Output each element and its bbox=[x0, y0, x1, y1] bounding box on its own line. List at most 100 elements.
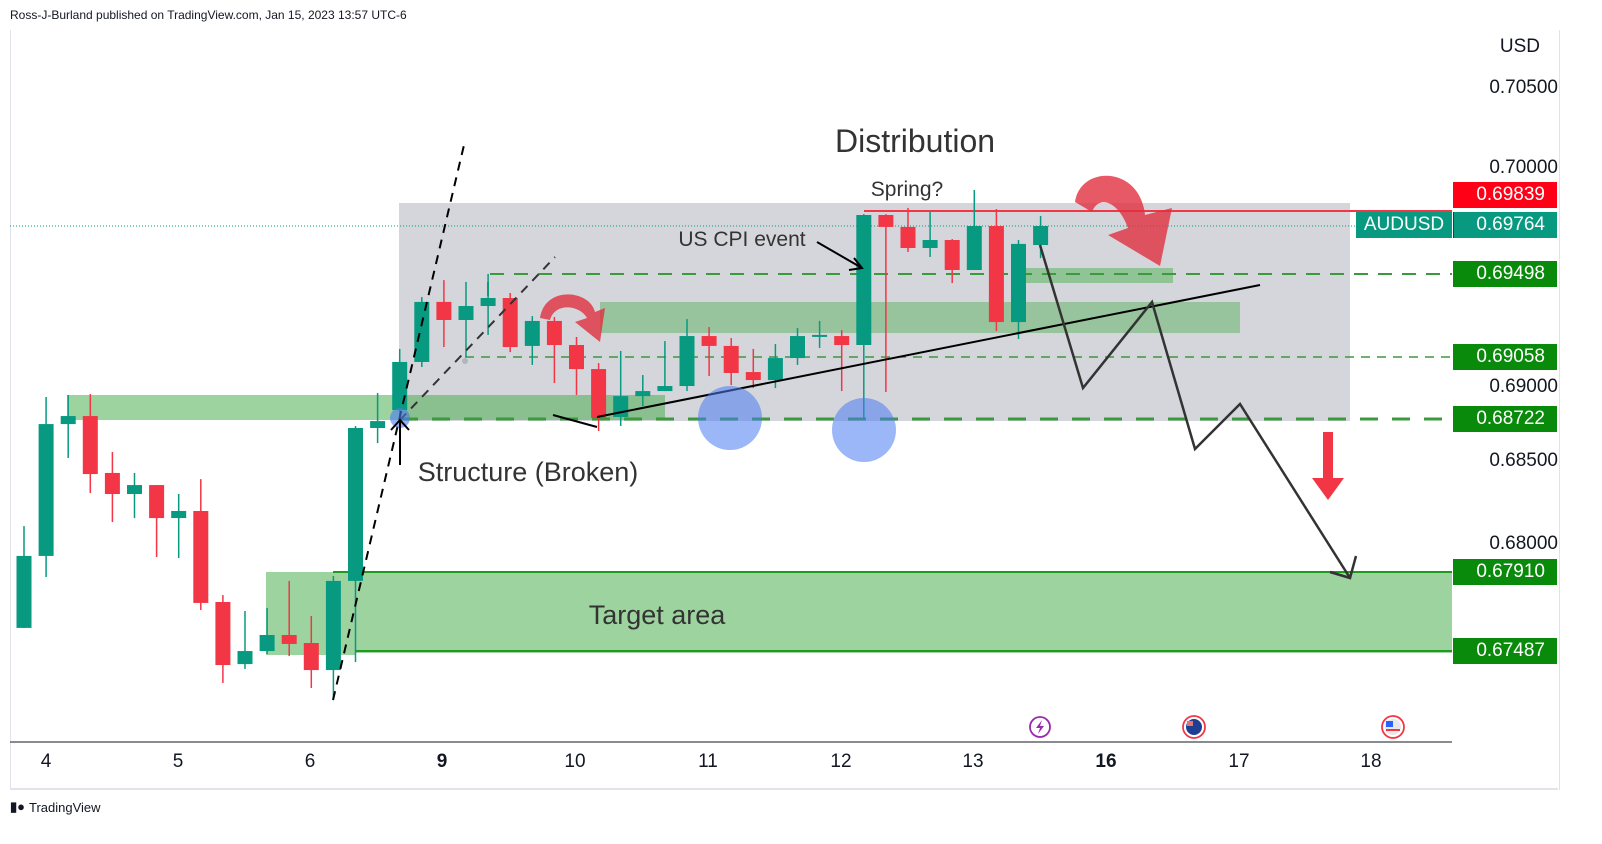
candle-up bbox=[16, 555, 32, 628]
candle-up bbox=[348, 427, 363, 581]
cpi-label: US CPI event bbox=[678, 228, 805, 251]
last-price-tag: 0.69764 bbox=[1453, 212, 1557, 238]
tv-logo-icon: ▮● bbox=[10, 799, 26, 814]
x-tick-label: 12 bbox=[830, 751, 852, 772]
target-zone bbox=[355, 572, 1452, 653]
candle-down bbox=[502, 297, 518, 348]
candle-up bbox=[812, 334, 828, 337]
down-arrow-icon bbox=[1312, 432, 1344, 500]
level-tag: 0.69058 bbox=[1453, 344, 1557, 370]
candle-down bbox=[104, 472, 120, 495]
candle-down bbox=[281, 635, 297, 644]
support-zone-left bbox=[67, 395, 665, 420]
projection-arrowhead bbox=[1329, 555, 1358, 580]
candle-up bbox=[524, 320, 540, 346]
candle-down bbox=[193, 510, 209, 603]
candle-down bbox=[723, 345, 739, 373]
marker-circle bbox=[832, 398, 896, 462]
x-tick-label: 18 bbox=[1360, 751, 1382, 772]
candle-up bbox=[38, 424, 54, 556]
symbol-tag: AUDUSD bbox=[1356, 212, 1452, 238]
tv-logo-text: TradingView bbox=[29, 799, 101, 815]
candle-down bbox=[878, 215, 894, 227]
y-tick-label: 0.68500 bbox=[1489, 450, 1558, 471]
curved-arrow-icon bbox=[1075, 175, 1172, 266]
candle-down bbox=[988, 226, 1004, 323]
x-tick-label: 16 bbox=[1095, 751, 1117, 772]
candle-up bbox=[1011, 243, 1026, 323]
candle-up bbox=[414, 301, 430, 362]
candle-down bbox=[82, 416, 98, 475]
candle-up bbox=[392, 361, 408, 411]
lightning-event-icon[interactable] bbox=[1029, 716, 1051, 738]
spring-label: Spring? bbox=[871, 178, 943, 201]
x-tick-label: 11 bbox=[698, 751, 718, 772]
candle-up bbox=[922, 239, 938, 249]
currency-label: USD bbox=[1499, 36, 1540, 57]
chart-frame bbox=[10, 30, 1560, 790]
candle-up bbox=[171, 510, 187, 519]
x-tick-label: 9 bbox=[436, 751, 448, 772]
distribution-label: Distribution bbox=[835, 123, 995, 159]
marker-circle bbox=[390, 408, 410, 428]
low-arrow bbox=[552, 414, 598, 428]
candle-down bbox=[436, 301, 452, 321]
candle-down bbox=[900, 226, 916, 249]
candle-down bbox=[591, 369, 607, 418]
cpi-arrowhead bbox=[848, 257, 864, 271]
y-tick-label: 0.69000 bbox=[1489, 376, 1558, 397]
publisher-header: Ross-J-Burland published on TradingView.… bbox=[10, 8, 407, 22]
dashed-trend-shallow bbox=[399, 256, 556, 421]
level-tag: 0.68722 bbox=[1453, 406, 1557, 432]
level-tag: 0.69498 bbox=[1453, 261, 1557, 287]
candle-up bbox=[679, 336, 695, 387]
candle-down bbox=[149, 485, 165, 519]
candle-up bbox=[1033, 226, 1049, 246]
candle-up bbox=[790, 336, 805, 359]
candle-down bbox=[215, 601, 231, 666]
candle-down bbox=[546, 320, 562, 345]
target-bottom-tag: 0.67487 bbox=[1453, 638, 1557, 664]
target-label: Target area bbox=[589, 600, 727, 630]
candle-up bbox=[966, 226, 982, 271]
x-tick-label: 17 bbox=[1228, 751, 1250, 772]
y-tick-label: 0.68000 bbox=[1489, 533, 1558, 554]
zone-small bbox=[1020, 268, 1173, 283]
candle-down bbox=[303, 643, 319, 671]
candle-up bbox=[370, 421, 386, 428]
x-tick-label: 4 bbox=[40, 751, 52, 772]
candle-down bbox=[745, 372, 761, 381]
candle-up bbox=[480, 297, 496, 307]
candle-up bbox=[237, 651, 253, 665]
target-top-tag: 0.67910 bbox=[1453, 559, 1557, 585]
cpi-arrow bbox=[816, 241, 863, 269]
target-zone-left bbox=[266, 572, 355, 655]
marker-circle bbox=[698, 386, 762, 450]
tradingview-logo[interactable]: ▮● TradingView bbox=[10, 799, 101, 815]
candle-down bbox=[701, 336, 717, 346]
structure-label: Structure (Broken) bbox=[418, 457, 639, 487]
x-tick-label: 10 bbox=[564, 751, 586, 772]
x-tick-label: 6 bbox=[304, 751, 316, 772]
candle-up bbox=[458, 306, 474, 321]
x-tick-label: 5 bbox=[172, 751, 184, 772]
range-box bbox=[399, 203, 1350, 421]
high-price-tag: 0.69839 bbox=[1453, 182, 1557, 208]
y-tick-label: 0.70500 bbox=[1489, 77, 1558, 98]
candles-group bbox=[16, 190, 1049, 701]
au-flag-event-icon[interactable] bbox=[1182, 715, 1206, 739]
pivot-dot bbox=[462, 358, 468, 364]
candle-up bbox=[635, 391, 651, 397]
candle-down bbox=[834, 336, 850, 345]
candle-up bbox=[767, 358, 783, 381]
projection-zigzag bbox=[1038, 244, 1352, 579]
structure-arrowhead bbox=[390, 418, 410, 431]
us-flag-event-icon[interactable] bbox=[1381, 715, 1405, 739]
candle-up bbox=[657, 386, 673, 392]
candle-up bbox=[60, 416, 76, 425]
candle-up bbox=[856, 215, 872, 345]
candle-up bbox=[259, 635, 275, 652]
candle-up bbox=[127, 485, 142, 495]
y-tick-label: 0.70000 bbox=[1489, 157, 1558, 178]
